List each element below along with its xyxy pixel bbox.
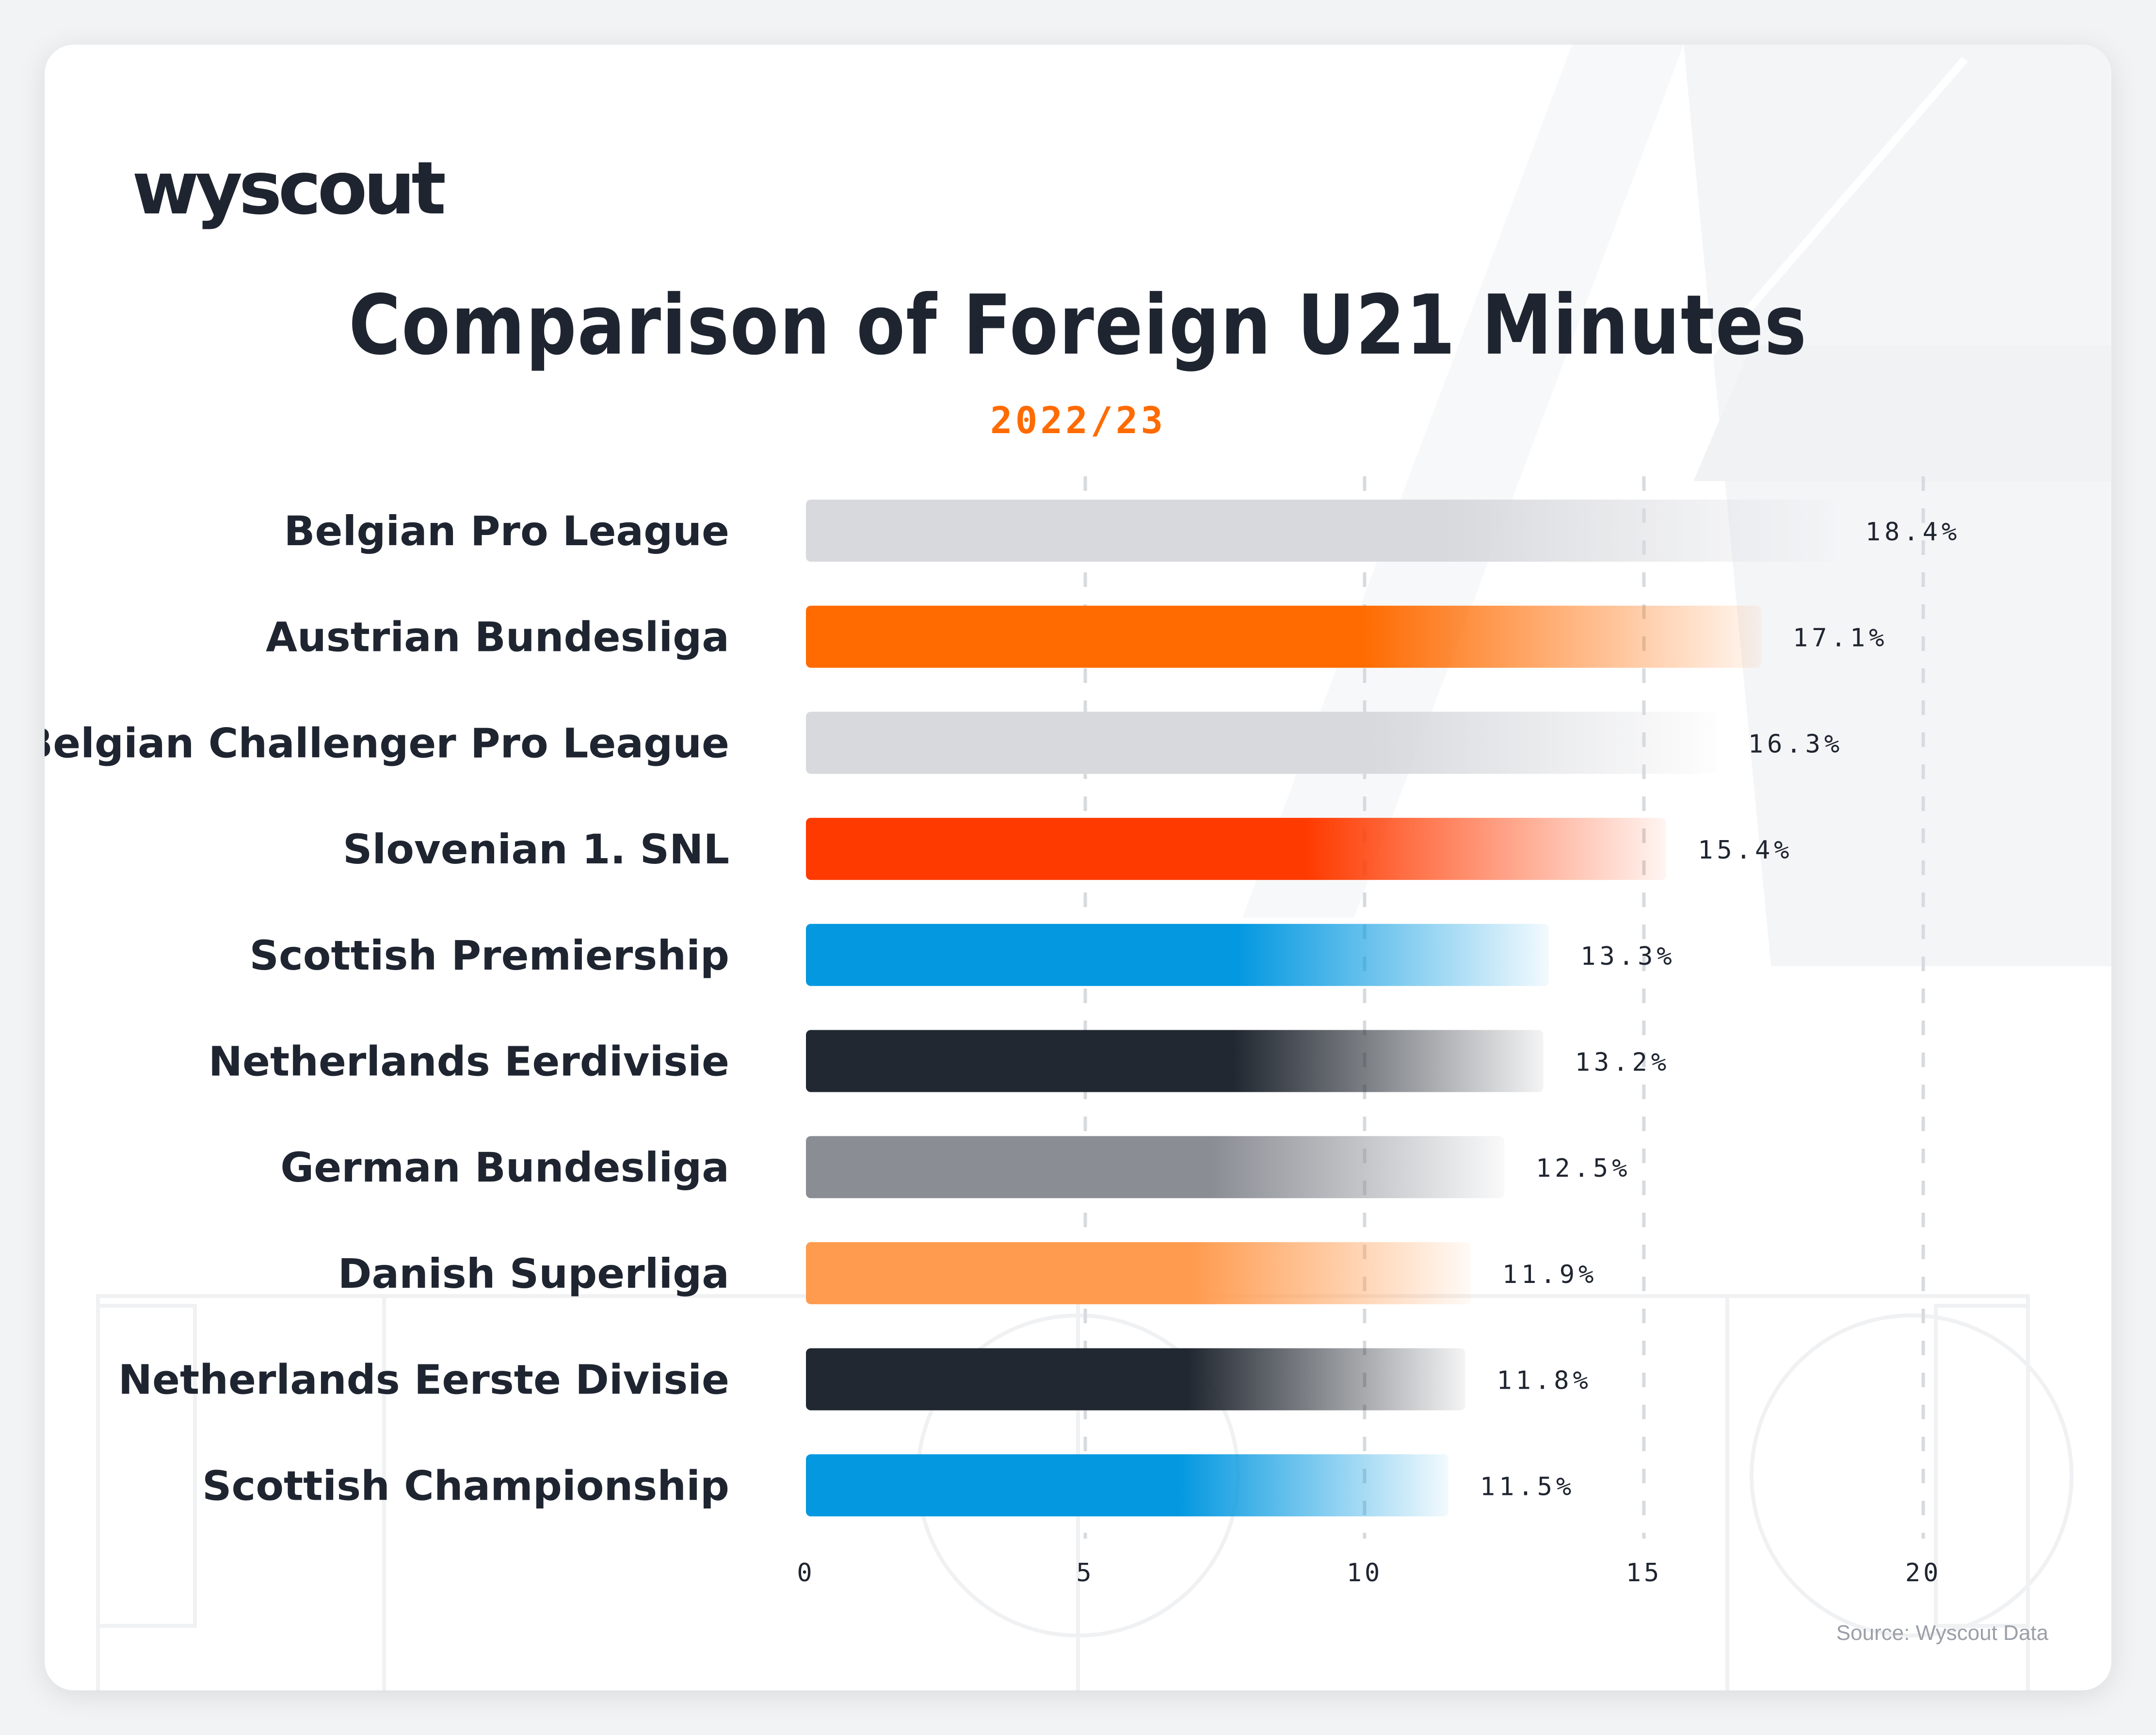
- bar-chart: Belgian Pro League 18.4% Austrian Bundesli…: [45, 476, 1961, 1588]
- category-label: Scottish Premiership: [249, 932, 729, 979]
- category-label: Slovenian 1. SNL: [343, 826, 729, 873]
- chart-subtitle: 2022/23: [990, 399, 1166, 442]
- chart-card: wyscout Comparison of Foreign U21 Minute…: [45, 45, 2111, 1690]
- category-label: Belgian Challenger Pro League: [45, 719, 729, 767]
- value-label: 11.8%: [1496, 1366, 1592, 1395]
- bar: [806, 500, 1834, 562]
- bar: [806, 1454, 1448, 1517]
- x-tick-label: 5: [1076, 1558, 1094, 1588]
- category-label: Danish Superliga: [338, 1250, 729, 1297]
- bar: [806, 712, 1717, 774]
- value-label: 11.5%: [1480, 1472, 1576, 1501]
- background-decoration: [96, 45, 2111, 1690]
- category-label: Scottish Championship: [202, 1462, 729, 1509]
- bar: [806, 818, 1667, 880]
- bar: [806, 1030, 1544, 1092]
- x-tick-label: 20: [1905, 1558, 1942, 1588]
- value-label: 13.3%: [1580, 942, 1676, 971]
- x-tick-label: 15: [1626, 1558, 1662, 1588]
- category-label: Austrian Bundesliga: [266, 614, 729, 661]
- value-label: 12.5%: [1536, 1154, 1631, 1183]
- chart-title: Comparison of Foreign U21 Minutes: [348, 277, 1808, 373]
- value-label: 17.1%: [1793, 624, 1888, 653]
- x-tick-label: 0: [797, 1558, 815, 1588]
- source-note: Source: Wyscout Data: [1836, 1621, 2048, 1645]
- bar: [806, 924, 1549, 986]
- category-label: German Bundesliga: [280, 1144, 729, 1191]
- category-label: Belgian Pro League: [284, 507, 729, 555]
- category-label: Netherlands Eerdivisie: [209, 1038, 729, 1086]
- value-label: 15.4%: [1698, 836, 1793, 865]
- value-label: 18.4%: [1866, 518, 1961, 547]
- x-tick-label: 10: [1347, 1558, 1383, 1588]
- value-label: 16.3%: [1748, 730, 1844, 759]
- wyscout-logo: wyscout: [132, 146, 446, 231]
- bar: [806, 1242, 1471, 1304]
- bar: [806, 1348, 1465, 1411]
- bar: [806, 605, 1761, 668]
- value-label: 13.2%: [1575, 1048, 1671, 1077]
- category-label: Netherlands Eerste Divisie: [118, 1356, 729, 1404]
- bar: [806, 1136, 1504, 1199]
- value-label: 11.9%: [1502, 1260, 1598, 1289]
